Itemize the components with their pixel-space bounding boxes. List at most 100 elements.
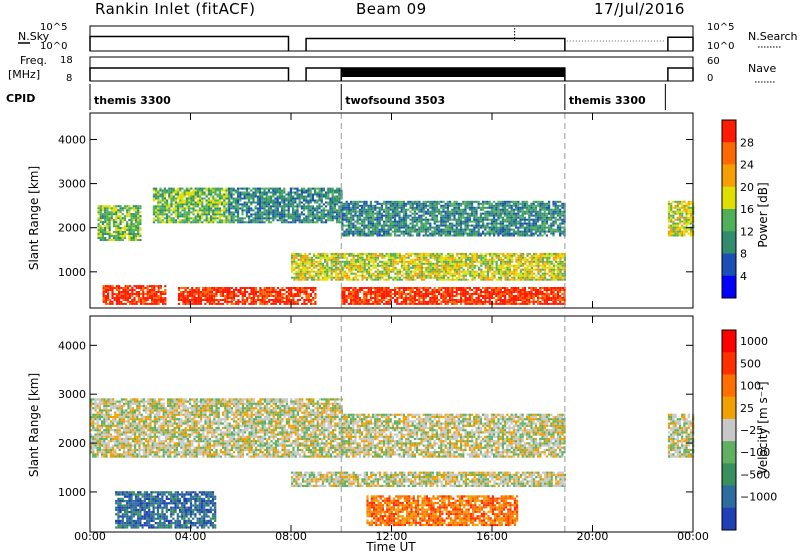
echo-cell [350, 222, 353, 225]
echo-cell [438, 287, 441, 289]
echo-cell [521, 210, 524, 213]
echo-cell [218, 193, 221, 196]
echo-cell [97, 231, 100, 233]
echo-cell [142, 287, 145, 289]
echo-cell [124, 295, 127, 297]
echo-cell [287, 302, 291, 305]
echo-cell [378, 230, 381, 233]
echo-cell [559, 287, 562, 289]
echo-cell [210, 300, 214, 303]
echo-cell [302, 272, 305, 275]
echo-cell [272, 295, 275, 297]
echo-cell [319, 266, 322, 269]
echo-cell [122, 295, 125, 297]
echo-cell [435, 224, 438, 227]
echo-cell [369, 234, 372, 237]
echo-cell [464, 202, 467, 205]
echo-cell [429, 302, 432, 305]
echo-cell [112, 235, 116, 237]
echo-cell [352, 232, 355, 235]
echo-cell [119, 211, 122, 214]
echo-cell [413, 216, 416, 219]
echo-cell [501, 224, 504, 227]
echo-cell [350, 212, 353, 215]
echo-cell [228, 221, 231, 224]
echo-cell [170, 205, 173, 208]
echo-cell [188, 293, 192, 295]
echo-cell [468, 218, 471, 221]
echo-cell [374, 224, 377, 227]
echo-cell [361, 264, 364, 267]
echo-cell [431, 202, 434, 205]
echo-cell [429, 212, 432, 215]
echo-cell [228, 300, 231, 303]
echo-cell [295, 276, 298, 279]
echo-cell [119, 223, 122, 226]
echo-cell [420, 218, 423, 221]
echo-cell [497, 234, 500, 237]
echo-cell [327, 215, 330, 218]
echo-cell [517, 200, 520, 203]
echo-cell [477, 228, 480, 231]
echo-cell [369, 206, 372, 209]
echo-cell [285, 203, 288, 206]
echo-cell [315, 254, 318, 257]
echo-cell [359, 258, 362, 261]
echo-cell [398, 210, 401, 213]
echo-cell [177, 195, 180, 198]
echo-cell [444, 230, 447, 233]
echo-cell [232, 291, 236, 293]
echo-cell [495, 289, 498, 291]
echo-cell [559, 218, 562, 221]
echo-cell [256, 215, 259, 218]
echo-cell [559, 230, 562, 233]
echo-cell [343, 262, 346, 265]
echo-cell [248, 221, 251, 224]
echo-cell [440, 200, 443, 203]
echo-cell [493, 204, 496, 207]
echo-cell [383, 200, 386, 203]
echo-cell [517, 204, 520, 207]
echo-cell [346, 272, 349, 275]
echo-cell [102, 297, 105, 299]
echo-cell [521, 297, 524, 299]
echo-cell [261, 203, 264, 206]
echo-cell [389, 220, 392, 223]
echo-cell [124, 285, 127, 288]
echo-cell [512, 216, 515, 219]
echo-cell [391, 210, 394, 213]
echo-cell [435, 300, 438, 303]
echo-cell [225, 211, 228, 214]
echo-cell [409, 200, 412, 203]
echo-cell [213, 297, 216, 299]
echo-cell [361, 300, 364, 303]
echo-cell [104, 205, 107, 208]
echo-cell [510, 212, 513, 215]
echo-cell [319, 262, 322, 265]
echo-cell [356, 291, 359, 293]
echo-cell [341, 218, 344, 221]
echo-cell [292, 299, 295, 301]
echo-cell [561, 222, 564, 225]
echo-cell [270, 211, 273, 214]
echo-cell [409, 287, 412, 289]
echo-cell [345, 230, 348, 233]
echo-cell [223, 209, 226, 212]
echo-cell [449, 228, 452, 231]
echo-cell [504, 204, 507, 207]
echo-cell [221, 209, 224, 212]
echo-cell [250, 203, 253, 206]
echo-cell [490, 232, 493, 235]
echo-cell [528, 214, 531, 217]
echo-cell [184, 299, 187, 301]
echo-cell [466, 297, 469, 299]
echo-cell [121, 221, 124, 224]
echo-cell [194, 219, 197, 222]
echo-cell [252, 300, 255, 303]
echo-cell [409, 293, 412, 295]
echo-cell [214, 199, 217, 202]
echo-cell [207, 219, 210, 222]
echo-cell [561, 230, 564, 233]
echo-cell [433, 293, 436, 295]
echo-cell [186, 287, 189, 289]
